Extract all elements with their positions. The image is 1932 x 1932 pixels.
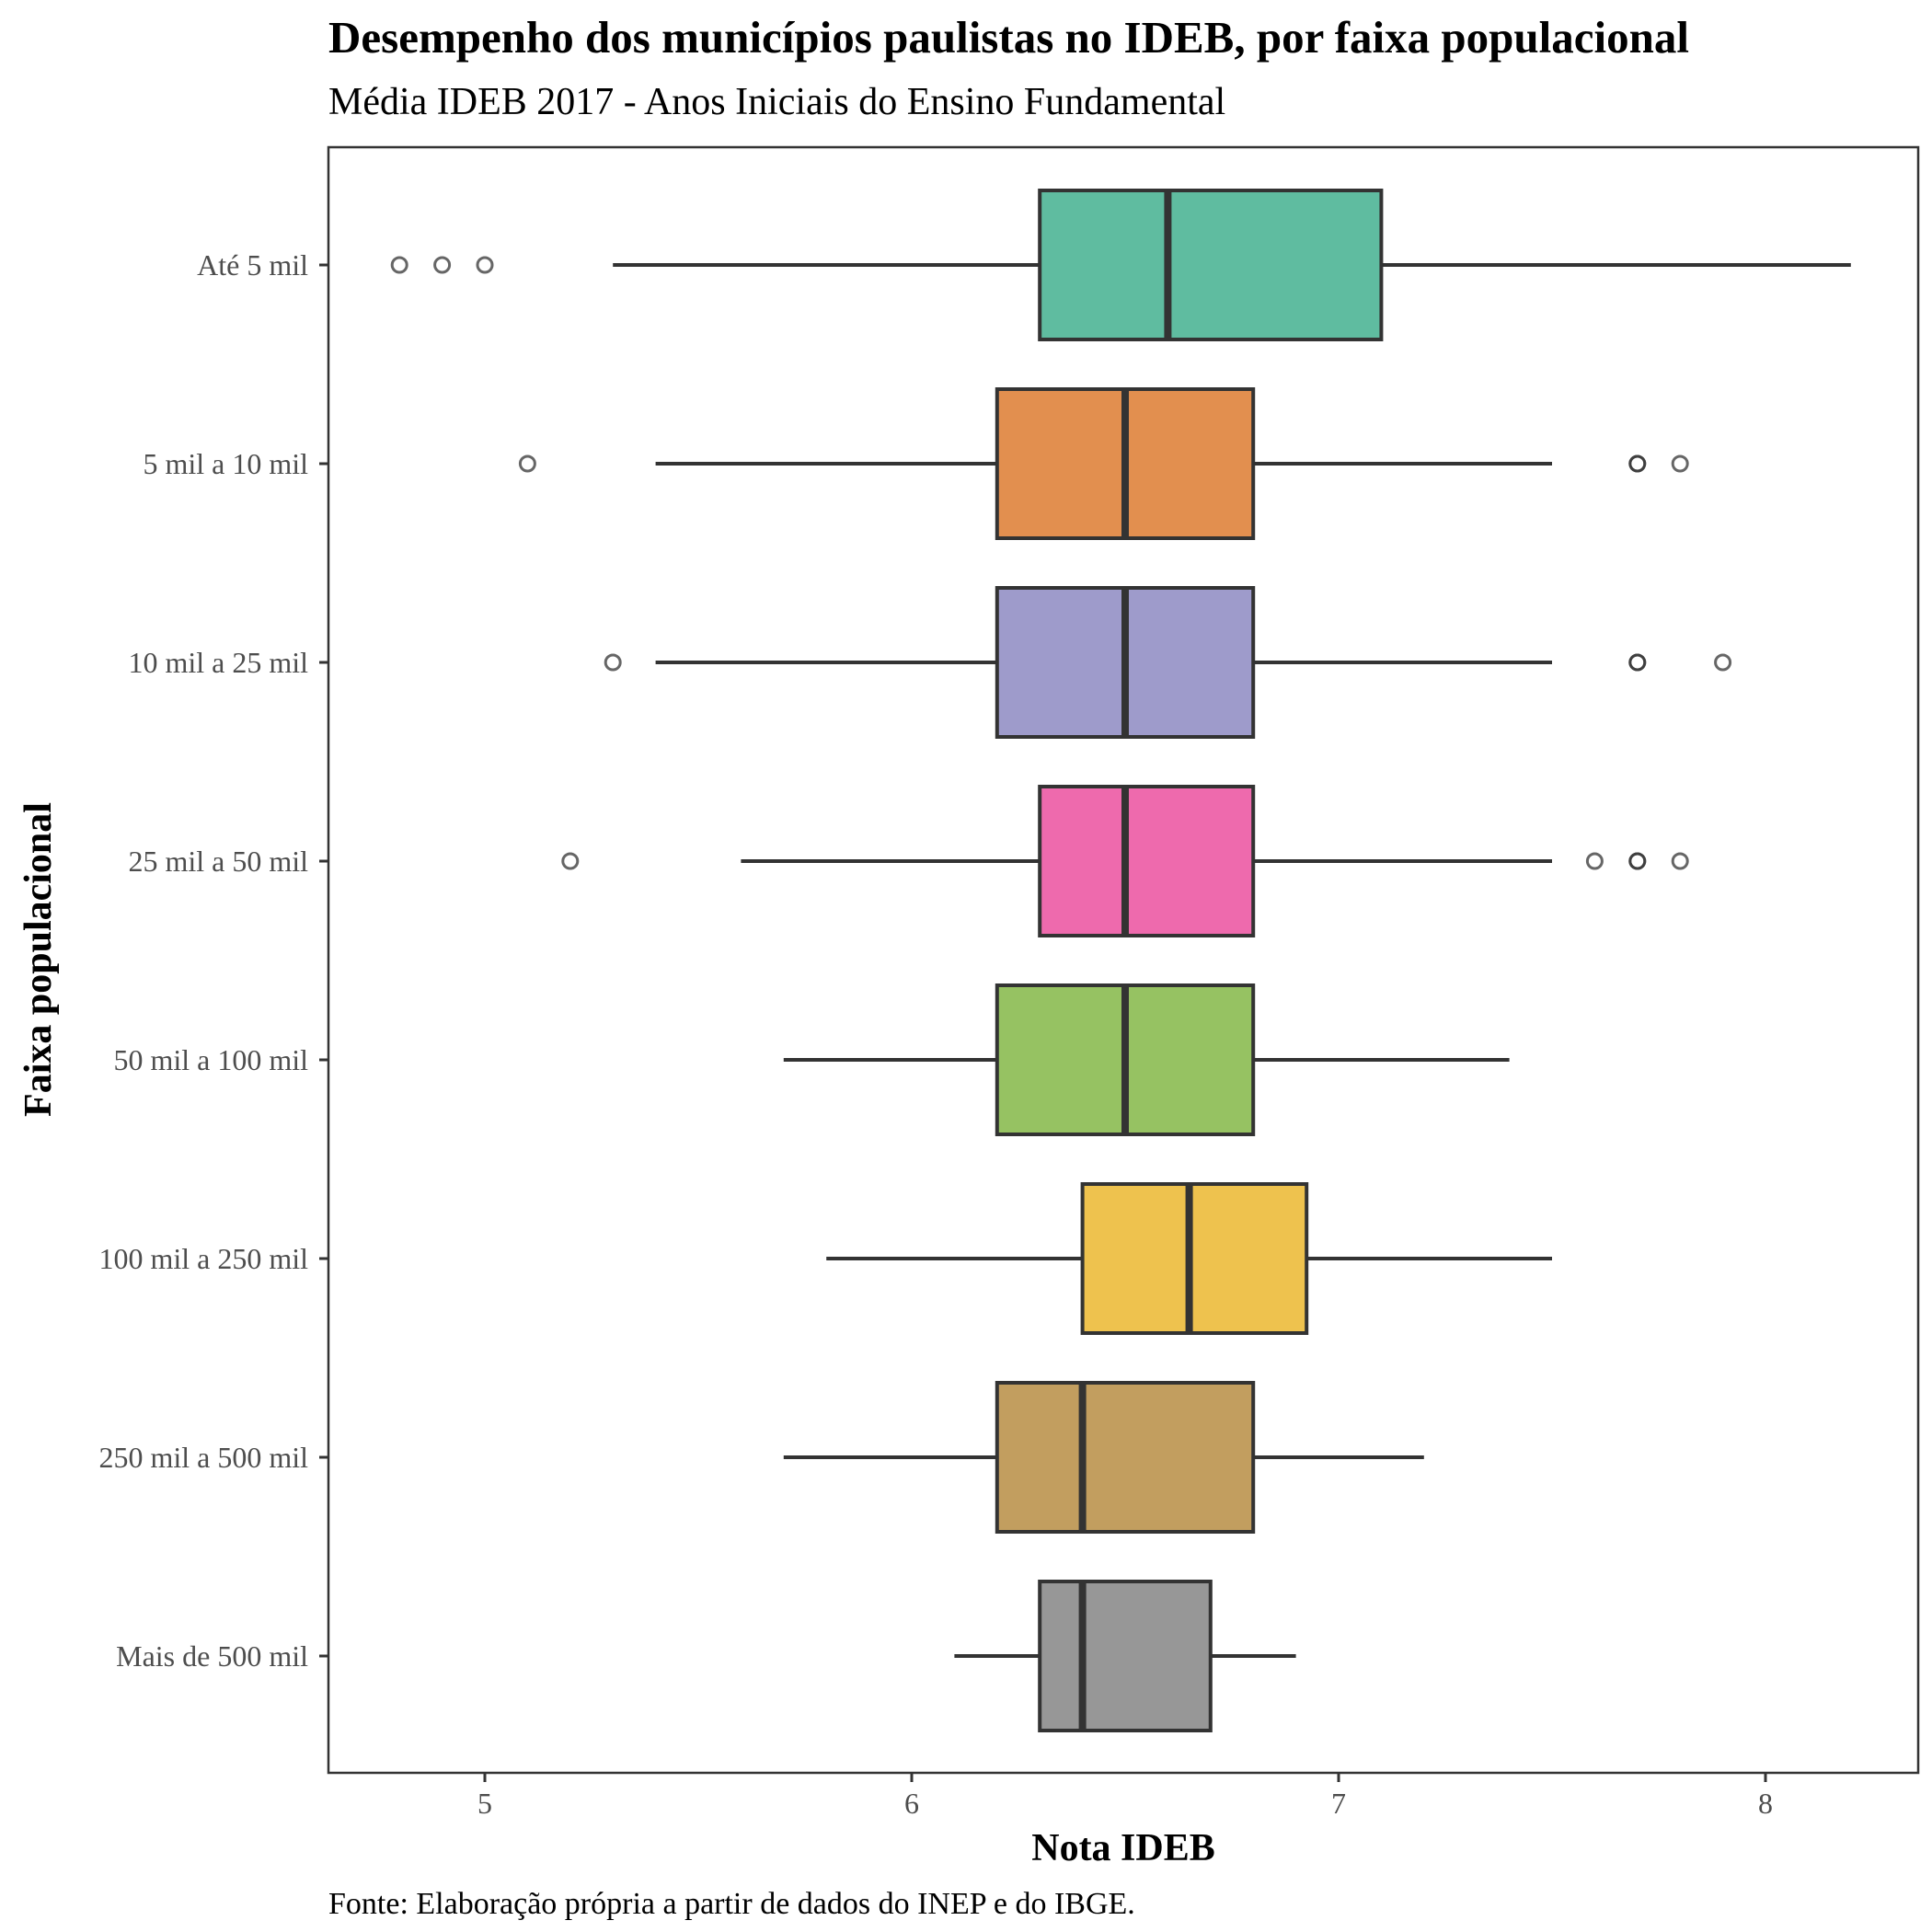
- box-group: [604, 586, 1732, 739]
- outlier-point: [561, 852, 580, 870]
- outlier-point: [1671, 454, 1689, 473]
- y-tick-label: 5 mil a 10 mil: [143, 447, 308, 480]
- outlier-point: [476, 256, 494, 274]
- outlier-point: [433, 256, 452, 274]
- x-tick-label: 8: [1758, 1787, 1773, 1820]
- outlier-point: [390, 256, 408, 274]
- x-tick-label: 6: [904, 1787, 919, 1820]
- outlier-point: [1628, 653, 1647, 672]
- box: [1038, 189, 1384, 341]
- box-group: [954, 1580, 1296, 1732]
- box-group: [518, 387, 1689, 540]
- box: [995, 1381, 1256, 1534]
- outlier-point: [1671, 852, 1689, 870]
- box: [1080, 1182, 1309, 1335]
- boxes-layer: [390, 189, 1851, 1732]
- outlier-point: [604, 653, 622, 672]
- outlier-point: [1628, 852, 1647, 870]
- x-tick-label: 5: [477, 1787, 492, 1820]
- y-tick-label: 10 mil a 25 mil: [128, 646, 308, 679]
- box-group: [783, 1381, 1424, 1534]
- box-group: [390, 189, 1851, 341]
- y-tick-label: 250 mil a 500 mil: [98, 1441, 308, 1474]
- box: [1038, 785, 1256, 937]
- chart-title: Desempenho dos municípios paulistas no I…: [328, 12, 1689, 63]
- outlier-point: [1714, 653, 1732, 672]
- chart-caption: Fonte: Elaboração própria a partir de da…: [328, 1887, 1135, 1921]
- y-tick-label: Até 5 mil: [197, 248, 308, 282]
- y-axis-title: Faixa populacional: [17, 802, 60, 1117]
- y-tick-label: Mais de 500 mil: [116, 1639, 308, 1673]
- outlier-point: [1585, 852, 1604, 870]
- outlier-point: [518, 454, 536, 473]
- y-axis: Até 5 mil 5 mil a 10 mil 10 mil a 25 mil 25…: [98, 248, 328, 1673]
- box-group: [783, 983, 1510, 1136]
- chart-subtitle: Média IDEB 2017 - Anos Iniciais do Ensin…: [328, 81, 1225, 123]
- box-group: [561, 785, 1689, 937]
- box: [1038, 1580, 1213, 1732]
- y-tick-label: 25 mil a 50 mil: [128, 845, 308, 878]
- box-group: [826, 1182, 1552, 1335]
- y-tick-label: 50 mil a 100 mil: [113, 1043, 308, 1076]
- x-axis: 5 6 7 8: [477, 1773, 1773, 1820]
- outlier-point: [1628, 454, 1647, 473]
- plot-panel-border: [327, 145, 1920, 1775]
- y-tick-label: 100 mil a 250 mil: [98, 1242, 308, 1275]
- x-tick-label: 7: [1331, 1787, 1346, 1820]
- x-axis-title: Nota IDEB: [1031, 1827, 1215, 1869]
